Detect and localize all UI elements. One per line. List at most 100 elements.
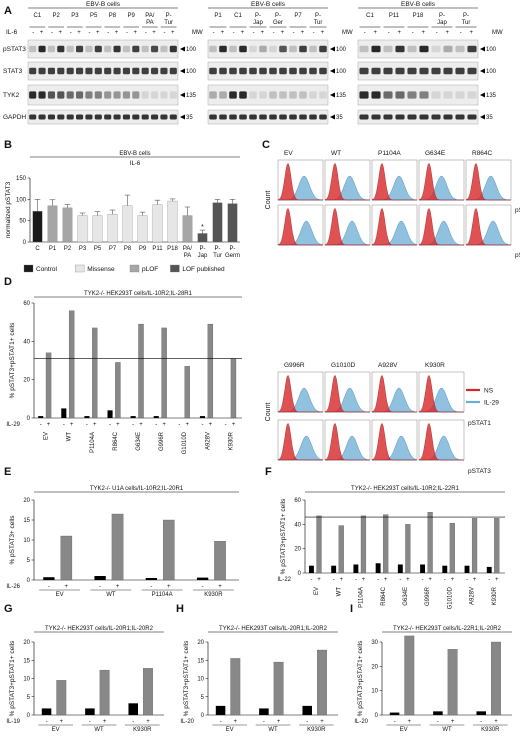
blot-band bbox=[209, 67, 217, 75]
bar-unstimulated bbox=[130, 416, 136, 418]
legend-label: LOF published bbox=[182, 266, 225, 273]
histogram-title: K930R bbox=[425, 362, 445, 369]
series-sign: + bbox=[317, 577, 321, 583]
blot-band bbox=[443, 45, 453, 53]
series-sign: + bbox=[70, 422, 74, 428]
blot-band bbox=[169, 67, 177, 75]
series-sign: - bbox=[437, 719, 439, 725]
mw-arrow-icon bbox=[480, 68, 485, 74]
blot-band bbox=[309, 91, 317, 99]
blot-band bbox=[309, 114, 317, 120]
blot-band bbox=[57, 114, 65, 120]
y-tick-label: 30 bbox=[371, 640, 378, 646]
series-sign: - bbox=[355, 577, 357, 583]
series-sign: - bbox=[306, 719, 308, 725]
y-tick-label: 15 bbox=[23, 658, 30, 664]
text-line: Jap bbox=[437, 20, 447, 26]
blot-band bbox=[395, 67, 405, 75]
bar-unstimulated bbox=[420, 564, 425, 573]
il6-plus: + bbox=[321, 30, 325, 36]
category-label: P7 bbox=[109, 246, 117, 252]
blot-band bbox=[113, 114, 121, 120]
panel-label-E: E bbox=[4, 466, 11, 478]
blot-band bbox=[122, 114, 130, 120]
mw-value: 100 bbox=[486, 69, 497, 75]
mw-arrow-icon bbox=[330, 68, 335, 74]
flow-cytometry-panel: EVWTP1104AG634ER864CCountpSTAT1pSTAT3G99… bbox=[265, 150, 520, 475]
bar-stimulated bbox=[56, 680, 67, 716]
series-sign: + bbox=[167, 584, 171, 590]
y-tick-label: 40 bbox=[23, 339, 30, 345]
blot-sample-label: P9 bbox=[127, 13, 135, 19]
series-sign: - bbox=[150, 584, 152, 590]
category-label: EV bbox=[400, 727, 408, 733]
blot-band bbox=[122, 45, 130, 53]
histogram-unstimulated bbox=[371, 422, 417, 461]
il6-minus: - bbox=[107, 30, 109, 36]
blot-band bbox=[299, 45, 307, 53]
chart-title: TYK2-/- HEK293T cells/IL-22R1;IL-20R2 bbox=[393, 626, 502, 632]
blot-band bbox=[57, 45, 65, 53]
bar-unstimulated bbox=[145, 578, 157, 580]
category-label: PA/PA bbox=[183, 246, 193, 259]
text-line: P- bbox=[255, 13, 261, 19]
category-label: EV bbox=[52, 727, 60, 733]
blot-band bbox=[419, 91, 429, 99]
blot-band bbox=[359, 45, 369, 53]
mw-arrow-icon bbox=[330, 46, 335, 52]
blot-band bbox=[229, 114, 237, 120]
histogram-unstimulated bbox=[418, 374, 464, 413]
il6-label: IL-6 bbox=[6, 29, 18, 36]
flow-legend: NS IL-29 bbox=[466, 388, 499, 407]
blot-band bbox=[443, 67, 453, 75]
blot-band bbox=[76, 67, 84, 75]
histogram-title: P1104A bbox=[378, 150, 401, 157]
blot-band bbox=[160, 45, 168, 53]
bar-stimulated bbox=[45, 352, 52, 419]
series-sign: + bbox=[218, 584, 222, 590]
blot-band bbox=[209, 114, 217, 120]
blot-strip bbox=[207, 109, 329, 125]
chart-panel-B: EBV-B cells IL-6 0 50 100 150 normalized pSTAT… bbox=[5, 151, 240, 273]
bar-unstimulated bbox=[389, 712, 400, 715]
histogram-unstimulated bbox=[418, 422, 464, 461]
category-label: P1104A bbox=[359, 587, 365, 608]
series-sign: - bbox=[46, 719, 48, 725]
blot-strip bbox=[357, 109, 479, 125]
bar-stimulated bbox=[207, 323, 214, 419]
blot-band bbox=[249, 67, 257, 75]
bar-unstimulated bbox=[84, 416, 90, 418]
blot-band bbox=[309, 67, 317, 75]
blot-band bbox=[169, 91, 177, 99]
blot-sample-label: P2 bbox=[52, 13, 60, 19]
bar-stimulated bbox=[471, 518, 478, 574]
bar-stimulated bbox=[316, 515, 322, 574]
flow-block: EV WT P1104A G634E R864C Count pSTAT1 pSTAT3 bbox=[265, 150, 520, 259]
blot-band bbox=[249, 114, 257, 120]
bar-stimulated bbox=[404, 635, 415, 716]
blot-header: EBV-B cells bbox=[401, 1, 436, 8]
category-label: P-Tur bbox=[213, 246, 222, 259]
text-line: P- bbox=[230, 246, 236, 252]
mw-label: MW bbox=[342, 30, 353, 36]
il6-plus: + bbox=[301, 30, 305, 36]
blot-band bbox=[29, 67, 37, 75]
blot-strip bbox=[357, 84, 479, 106]
text-line: Tur bbox=[314, 20, 323, 26]
bar-stimulated bbox=[491, 641, 501, 716]
text-line: PA/ bbox=[183, 246, 193, 252]
blot-band bbox=[66, 91, 74, 99]
bar bbox=[182, 215, 193, 243]
category-label: P-Germ bbox=[225, 246, 240, 259]
blot-strip bbox=[27, 61, 179, 81]
chart-title: TYK2-/- U1A cells/IL-10R2;IL-20R1 bbox=[90, 486, 184, 492]
blot-sample-label: P-Tur bbox=[314, 13, 323, 26]
histogram-title: G1010D bbox=[331, 362, 356, 369]
bar-unstimulated bbox=[486, 566, 492, 573]
blot-sample-label: P11 bbox=[389, 13, 400, 19]
blot-sample-label: P7 bbox=[294, 13, 302, 19]
blot-sample-label: C1 bbox=[234, 13, 242, 19]
blot-row-label: STAT3 bbox=[3, 68, 23, 75]
text-line: P- bbox=[166, 13, 172, 19]
